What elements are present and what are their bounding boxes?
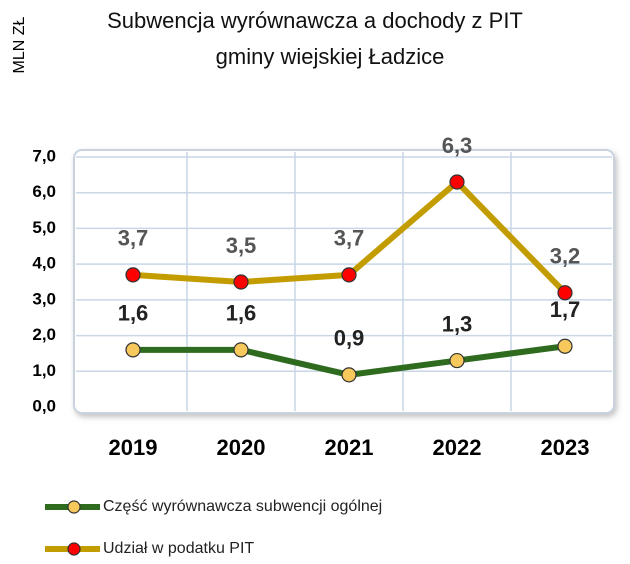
legend-marker bbox=[67, 500, 81, 514]
y-tick-label: 4,0 bbox=[32, 254, 56, 273]
marker bbox=[341, 367, 357, 383]
data-label: 3,5 bbox=[226, 233, 257, 258]
y-tick-label: 6,0 bbox=[32, 182, 56, 201]
data-label: 1,6 bbox=[118, 301, 149, 326]
marker bbox=[125, 267, 141, 283]
legend-label: Udział w podatku PIT bbox=[103, 540, 254, 557]
marker bbox=[449, 174, 465, 190]
marker bbox=[449, 352, 465, 369]
marker bbox=[557, 338, 573, 354]
marker bbox=[233, 274, 249, 290]
x-tick-label: 2022 bbox=[433, 435, 482, 460]
y-axis-label: MLN ZŁ bbox=[11, 16, 28, 73]
y-tick-label: 3,0 bbox=[32, 289, 56, 308]
marker bbox=[233, 342, 249, 358]
data-label: 0,9 bbox=[334, 326, 365, 351]
data-label: 3,7 bbox=[334, 226, 365, 251]
data-label: 1,3 bbox=[442, 311, 473, 336]
data-label: 3,7 bbox=[118, 226, 149, 251]
legend-marker bbox=[67, 542, 81, 556]
y-tick-label: 5,0 bbox=[32, 218, 56, 237]
data-label: 1,6 bbox=[226, 301, 257, 326]
marker bbox=[341, 267, 357, 283]
y-tick-label: 0,0 bbox=[32, 396, 56, 415]
y-tick-label: 2,0 bbox=[32, 325, 56, 344]
data-label: 3,2 bbox=[550, 244, 581, 269]
y-tick-label: 1,0 bbox=[32, 361, 56, 380]
marker bbox=[557, 285, 573, 301]
marker bbox=[125, 342, 141, 358]
x-tick-label: 2021 bbox=[325, 435, 374, 460]
data-label: 6,3 bbox=[442, 133, 473, 158]
x-tick-label: 2020 bbox=[217, 435, 266, 460]
x-tick-label: 2019 bbox=[109, 435, 158, 460]
legend-label: Część wyrównawcza subwencji ogólnej bbox=[103, 498, 382, 515]
y-tick-label: 7,0 bbox=[32, 146, 56, 165]
data-label: 1,7 bbox=[550, 297, 581, 322]
chart-title: gminy wiejskiej Ładzice bbox=[216, 44, 445, 69]
chart-title: Subwencja wyrównawcza a dochody z PIT bbox=[107, 8, 523, 33]
x-tick-label: 2023 bbox=[541, 435, 590, 460]
